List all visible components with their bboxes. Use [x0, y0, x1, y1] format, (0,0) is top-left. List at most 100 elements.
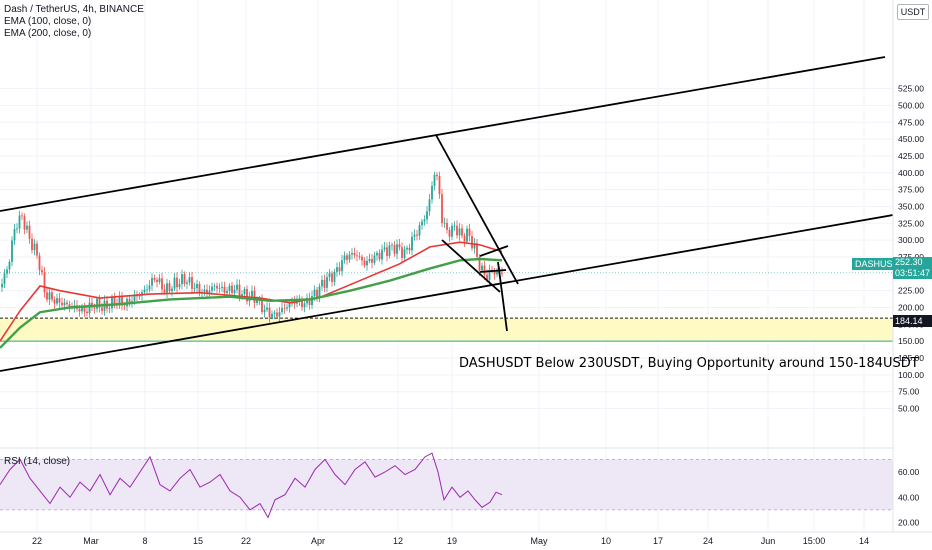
candle-body [493, 270, 496, 275]
candle-body [321, 279, 323, 287]
candle-body [381, 249, 383, 260]
candle-body [111, 296, 113, 309]
candle-body [323, 279, 326, 288]
rsi-legend[interactable]: RSI (14, close) [4, 456, 71, 467]
candle-body [441, 194, 443, 224]
price-tick-label: 500.00 [898, 100, 924, 110]
candle-body [123, 305, 126, 307]
candle-body [118, 296, 121, 305]
price-tick-label: 525.00 [898, 84, 924, 94]
time-tick-label: 12 [393, 536, 403, 546]
candle-body [378, 252, 381, 260]
candle-body [361, 256, 363, 261]
candle-body [21, 215, 23, 217]
rsi-axis-ticks[interactable]: 60.00 40.00 20.00 [898, 467, 920, 528]
candle-body [346, 255, 348, 260]
wedge-inner-upper-line[interactable] [479, 245, 509, 257]
candle-body [26, 225, 28, 230]
candle-body [326, 277, 328, 288]
symbol-title[interactable]: Dash / TetherUS, 4h, BINANCE [4, 4, 144, 15]
candle-body [351, 252, 353, 255]
price-tick-label: 50.00 [898, 404, 920, 414]
wedge-upper-line[interactable] [435, 134, 519, 285]
currency-settings-button[interactable]: USDT [897, 4, 929, 20]
buy-zone [0, 318, 893, 342]
chart-grid [0, 0, 893, 532]
chart-annotation[interactable]: DASHUSDT Below 230USDT, Buying Opportuni… [459, 356, 919, 371]
price-tick-label: 100.00 [898, 370, 924, 380]
candles [1, 171, 503, 323]
channel-upper-line[interactable] [0, 56, 886, 212]
candle-body [436, 174, 438, 177]
time-tick-label: May [530, 536, 548, 546]
candle-body [438, 176, 441, 195]
candle-body [221, 286, 223, 288]
time-axis-ticks[interactable]: 22 Mar 8 15 22 Apr 12 19 May 10 17 24 Jun 15:00 14 [32, 536, 869, 546]
candle-body [418, 225, 421, 236]
candle-body [171, 288, 173, 292]
time-tick-label: 17 [653, 536, 663, 546]
candle-body [43, 272, 46, 293]
rsi-band [0, 459, 893, 510]
candle-body [406, 247, 408, 250]
candle-body [246, 289, 248, 302]
candle-body [213, 285, 216, 287]
ema100-legend[interactable]: EMA (100, close, 0) [4, 16, 92, 27]
candle-body [423, 219, 426, 222]
candle-body [178, 284, 181, 288]
candle-body [276, 312, 278, 317]
candle-body [81, 306, 83, 312]
candle-body [238, 284, 241, 297]
trendline-drawings[interactable] [0, 56, 894, 372]
candle-body [308, 297, 311, 305]
candle-body [166, 283, 168, 293]
candle-body [153, 277, 156, 280]
candle-body [363, 260, 366, 266]
candle-body [68, 304, 71, 307]
time-tick-label: Jun [761, 536, 776, 546]
price-tick-label: 400.00 [898, 168, 924, 178]
candle-body [386, 247, 388, 256]
candle-body [391, 244, 393, 246]
candle-body [206, 289, 208, 293]
rsi-tick-label: 40.00 [898, 492, 920, 502]
candle-body [243, 289, 246, 295]
candle-body [371, 258, 373, 263]
wedge-inner-lower-line[interactable] [479, 269, 507, 273]
time-tick-label: 19 [447, 536, 457, 546]
ema200-legend[interactable]: EMA (200, close, 0) [4, 28, 92, 39]
candle-body [383, 247, 386, 250]
candle-body [348, 254, 351, 260]
wedge-lower-line[interactable] [441, 239, 501, 293]
candle-body [83, 306, 86, 312]
candle-body [356, 255, 358, 257]
price-tick-label: 75.00 [898, 387, 920, 397]
candle-body [481, 265, 483, 271]
channel-lower-line[interactable] [0, 214, 894, 372]
breakdown-arrow-line[interactable] [497, 261, 508, 332]
candle-body [173, 277, 176, 289]
candle-body [343, 255, 346, 261]
candle-body [301, 299, 303, 308]
candle-body [13, 229, 16, 241]
candle-body [208, 290, 211, 293]
candle-body [433, 174, 436, 186]
candle-body [31, 238, 33, 251]
candle-body [78, 309, 81, 312]
candle-body [183, 274, 186, 284]
time-tick-label: Apr [311, 536, 325, 546]
candle-body [408, 247, 411, 251]
time-tick-label: 10 [601, 536, 611, 546]
candle-body [156, 279, 158, 283]
candle-body [341, 260, 343, 272]
candle-body [58, 298, 61, 303]
ema200-line [0, 257, 503, 349]
candle-body [311, 295, 313, 305]
candle-body [51, 292, 53, 300]
candle-body [463, 235, 466, 242]
candle-body [398, 244, 401, 248]
candle-body [266, 307, 268, 310]
candle-body [336, 267, 338, 272]
candle-body [288, 303, 291, 308]
